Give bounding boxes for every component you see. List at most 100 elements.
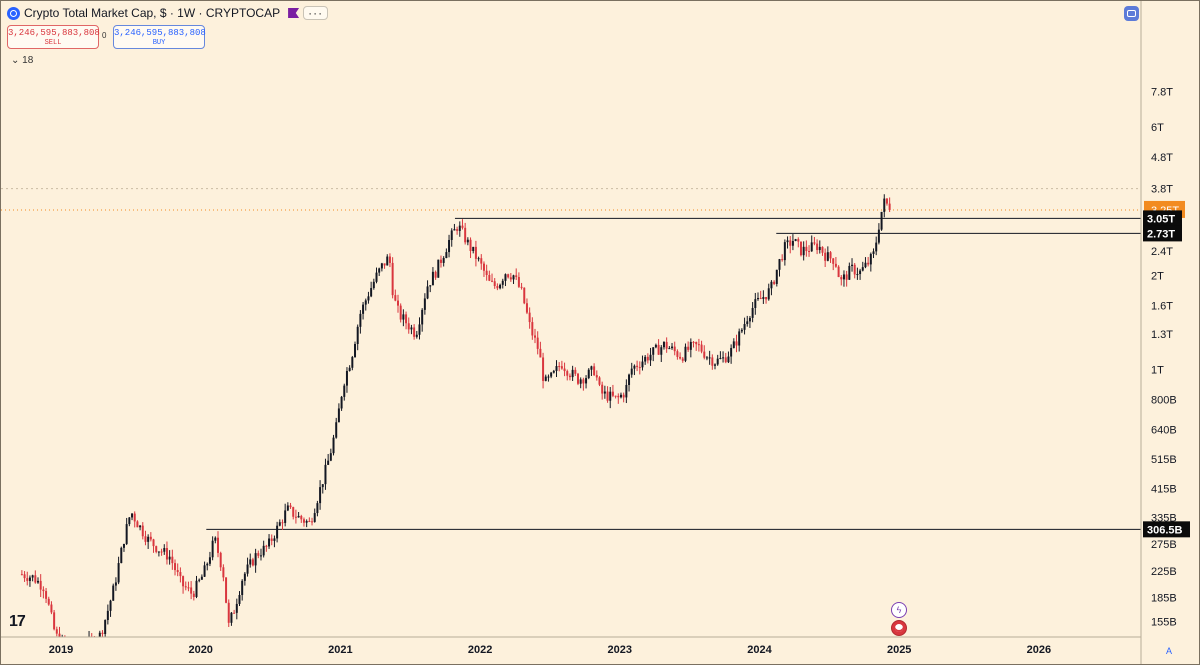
candle-body xyxy=(426,286,429,299)
candle-body xyxy=(630,368,633,375)
candle-body xyxy=(756,298,759,300)
candle-body xyxy=(26,578,29,581)
candle-body xyxy=(442,258,445,263)
candle-body xyxy=(547,376,550,378)
indicators-toggle[interactable]: ⌄ 18 xyxy=(11,55,33,66)
candle-body xyxy=(864,262,867,268)
candle-body xyxy=(501,280,504,285)
candle-body xyxy=(751,307,754,318)
candle-body xyxy=(673,346,676,352)
sell-button[interactable]: 3,246,595,883,808 SELL xyxy=(7,25,100,49)
chart-header: Crypto Total Market Cap, $ · 1W · CRYPTO… xyxy=(7,6,329,20)
candle-body xyxy=(566,371,569,376)
candle-body xyxy=(477,258,480,260)
candle-body xyxy=(273,538,276,541)
candle-body xyxy=(254,553,257,566)
candle-body xyxy=(190,587,193,594)
y-tick-label: 6T xyxy=(1151,122,1164,134)
candle-body xyxy=(362,304,365,314)
candle-body xyxy=(480,258,483,264)
candle-body xyxy=(585,378,588,384)
candle-body xyxy=(394,295,397,301)
candle-body xyxy=(781,259,784,261)
flag-icon[interactable] xyxy=(288,8,300,18)
candle-body xyxy=(345,370,348,386)
candle-body xyxy=(139,525,142,528)
candle-body xyxy=(179,572,182,577)
candle-body xyxy=(278,522,281,526)
candle-body xyxy=(316,503,319,514)
candle-body xyxy=(625,384,628,398)
candle-body xyxy=(125,524,128,544)
candle-body xyxy=(555,366,558,371)
candle-body xyxy=(848,265,851,280)
candle-body xyxy=(832,258,835,264)
event-flag-icon[interactable] xyxy=(891,620,907,636)
candle-body xyxy=(225,577,228,603)
x-tick-label: 2019 xyxy=(49,644,73,656)
candle-body xyxy=(619,394,622,398)
y-tick-label: 335B xyxy=(1151,512,1177,524)
event-bolt-icon[interactable]: ϟ xyxy=(891,602,907,618)
candle-body xyxy=(730,347,733,357)
x-tick-label: 2022 xyxy=(468,644,492,656)
candle-body xyxy=(746,321,749,325)
symbol-logo-icon[interactable] xyxy=(7,6,20,20)
candle-body xyxy=(450,230,453,240)
candle-body xyxy=(257,553,260,556)
candle-body xyxy=(695,342,698,345)
auto-scale-button[interactable]: A xyxy=(1166,646,1173,656)
candle-body xyxy=(136,521,139,528)
candle-body xyxy=(141,525,144,537)
candle-body xyxy=(759,298,762,300)
candle-body xyxy=(711,357,714,366)
candle-body xyxy=(292,507,295,517)
candle-body xyxy=(542,357,545,381)
candle-body xyxy=(297,515,300,518)
more-options-icon[interactable]: ··· xyxy=(303,6,329,20)
candle-body xyxy=(364,300,367,305)
candle-body xyxy=(37,580,40,583)
candle-body xyxy=(826,252,829,261)
candle-body xyxy=(738,331,741,346)
candle-body xyxy=(593,366,596,376)
candle-body xyxy=(157,551,160,553)
level-price-tag xyxy=(1143,225,1182,242)
candle-body xyxy=(856,274,859,276)
candle-body xyxy=(319,487,322,504)
spread-value: 0 xyxy=(102,31,107,40)
candle-body xyxy=(563,368,566,372)
candle-body xyxy=(536,337,539,349)
candle-body xyxy=(765,296,768,300)
candle-body xyxy=(439,259,442,263)
candle-body xyxy=(101,632,104,634)
candle-body xyxy=(453,229,456,231)
x-tick-label: 2021 xyxy=(328,644,352,656)
candle-body xyxy=(410,327,413,330)
candle-body xyxy=(611,391,614,396)
candle-body xyxy=(590,366,593,370)
candle-body xyxy=(735,341,738,346)
candle-body xyxy=(370,288,373,297)
candle-body xyxy=(211,540,214,558)
candle-body xyxy=(770,281,773,289)
candle-body xyxy=(50,604,53,613)
candle-body xyxy=(872,251,875,254)
level-price-tag xyxy=(1143,210,1182,227)
candle-body xyxy=(660,347,663,355)
symbol-title[interactable]: Crypto Total Market Cap, $ · 1W · CRYPTO… xyxy=(24,6,281,20)
candle-body xyxy=(262,545,265,556)
screenshot-icon[interactable] xyxy=(1124,6,1139,21)
candle-body xyxy=(571,369,574,378)
buy-button[interactable]: 3,246,595,883,808 BUY xyxy=(113,25,206,49)
candle-body xyxy=(646,356,649,361)
candle-body xyxy=(676,351,679,357)
candle-body xyxy=(665,341,668,349)
candle-body xyxy=(31,575,34,578)
y-tick-label: 640B xyxy=(1151,425,1177,437)
candle-body xyxy=(259,555,262,557)
candle-body xyxy=(775,269,778,284)
candle-body xyxy=(174,563,177,571)
candle-body xyxy=(687,346,690,350)
